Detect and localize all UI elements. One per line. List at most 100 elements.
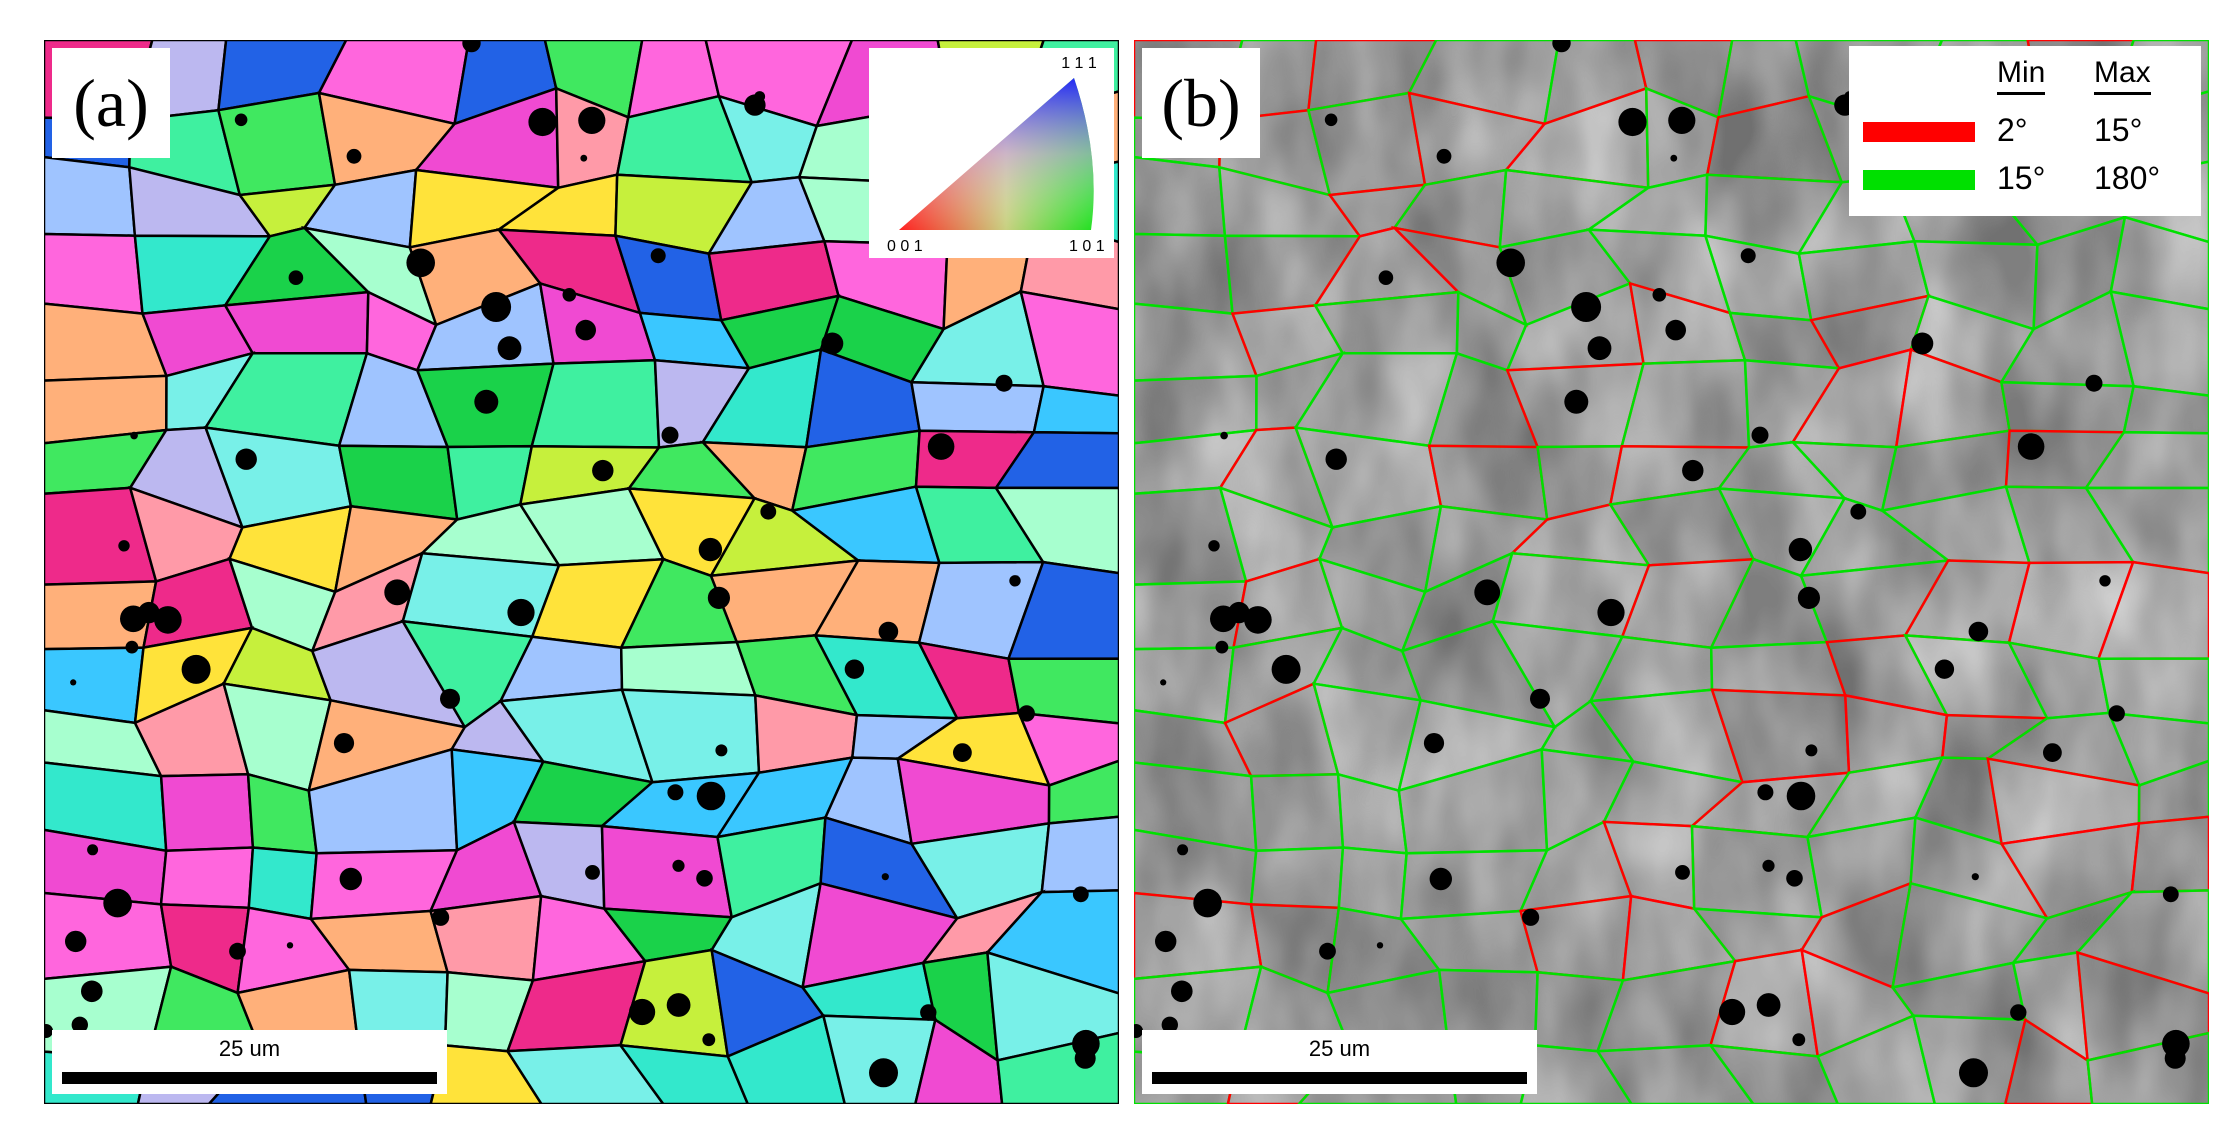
unindexed-spot bbox=[715, 744, 728, 757]
unindexed-spot bbox=[1496, 248, 1525, 278]
unindexed-spot bbox=[1756, 993, 1781, 1017]
grain-boundary bbox=[1595, 1044, 1755, 1104]
unindexed-spot bbox=[1850, 503, 1867, 520]
unindexed-spot bbox=[1665, 319, 1686, 341]
unindexed-spot bbox=[1376, 942, 1384, 949]
unindexed-spot bbox=[580, 154, 588, 162]
unindexed-spot bbox=[497, 336, 522, 361]
unindexed-spot bbox=[1072, 886, 1089, 903]
unindexed-spot bbox=[432, 908, 450, 926]
grain bbox=[44, 155, 137, 237]
grain bbox=[247, 846, 318, 921]
unindexed-spot bbox=[1564, 389, 1589, 414]
unindexed-spot bbox=[754, 91, 766, 102]
grain-boundary bbox=[1816, 1013, 1937, 1104]
grain-boundary bbox=[1306, 91, 1427, 197]
grain-boundary bbox=[1709, 640, 1848, 697]
unindexed-spot bbox=[1319, 942, 1336, 960]
unindexed-spot bbox=[462, 40, 481, 53]
unindexed-spot bbox=[1474, 579, 1501, 606]
unindexed-spot bbox=[1325, 448, 1347, 470]
grain-boundary bbox=[2083, 431, 2209, 490]
grain bbox=[505, 1044, 665, 1104]
unindexed-spot bbox=[2010, 1004, 2027, 1021]
unindexed-spot bbox=[1682, 459, 1704, 482]
scale-bar-b: 25 um bbox=[1142, 1030, 1537, 1094]
unindexed-spot bbox=[1177, 844, 1189, 856]
grain-boundary bbox=[1620, 358, 1751, 449]
unindexed-spot bbox=[2099, 575, 2111, 587]
unindexed-spot bbox=[1911, 332, 1934, 355]
unindexed-spot bbox=[672, 859, 685, 872]
grain bbox=[1006, 560, 1119, 660]
unindexed-spot bbox=[661, 426, 679, 444]
unindexed-spot bbox=[1009, 575, 1021, 587]
unindexed-spot bbox=[629, 998, 656, 1026]
unindexed-spot bbox=[1530, 688, 1550, 709]
grain-boundary bbox=[2107, 711, 2209, 787]
grain-boundary bbox=[1337, 846, 1408, 921]
grain-boundary bbox=[1249, 773, 1345, 853]
legend-high-min: 15° bbox=[1997, 160, 2046, 196]
unindexed-spot bbox=[2017, 433, 2045, 460]
unindexed-spot bbox=[667, 784, 684, 801]
unindexed-spot bbox=[995, 374, 1013, 392]
grain-boundary-map-panel: (b) Min Max 2° 15° 15° 180° 25 um bbox=[1134, 40, 2209, 1104]
unindexed-spot bbox=[1429, 867, 1452, 891]
unindexed-spot bbox=[406, 248, 436, 278]
unindexed-spot bbox=[1208, 540, 1220, 552]
unindexed-spot bbox=[707, 586, 731, 610]
grain-boundary bbox=[1519, 894, 1633, 982]
unindexed-spot bbox=[585, 865, 600, 880]
unindexed-spot bbox=[1171, 980, 1193, 1003]
unindexed-spot bbox=[1786, 781, 1816, 811]
unindexed-spot bbox=[103, 888, 132, 918]
unindexed-spot bbox=[1271, 654, 1301, 684]
scale-bar-a: 25 um bbox=[52, 1030, 447, 1094]
grain bbox=[600, 824, 734, 919]
unindexed-spot bbox=[1160, 679, 1167, 686]
legend-header-max: Max bbox=[2094, 56, 2151, 95]
unindexed-spot bbox=[1597, 598, 1625, 627]
grain bbox=[909, 380, 1046, 434]
ipf-label-001: 0 0 1 bbox=[887, 238, 923, 255]
boundary-legend: Min Max 2° 15° 15° 180° bbox=[1849, 46, 2201, 216]
unindexed-spot bbox=[1215, 640, 1229, 654]
scale-bar-label-a: 25 um bbox=[218, 1036, 281, 1061]
unindexed-spot bbox=[118, 540, 130, 552]
unindexed-spot bbox=[1587, 336, 1612, 361]
unindexed-spot bbox=[384, 579, 411, 606]
scale-bar-line-a bbox=[62, 1072, 437, 1084]
unindexed-spot bbox=[1220, 431, 1228, 440]
grain-boundary bbox=[2083, 486, 2209, 575]
grain bbox=[726, 1013, 847, 1104]
unindexed-spot bbox=[953, 743, 972, 762]
unindexed-spot bbox=[2085, 374, 2103, 392]
unindexed-spot bbox=[1762, 859, 1775, 872]
scale-bar-label-b: 25 um bbox=[1308, 1036, 1371, 1061]
unindexed-spot bbox=[1786, 870, 1803, 887]
unindexed-spot bbox=[1018, 705, 1035, 722]
unindexed-spot bbox=[181, 654, 211, 684]
unindexed-spot bbox=[1436, 148, 1452, 164]
unindexed-spot bbox=[1134, 1024, 1143, 1038]
unindexed-spot bbox=[881, 873, 889, 881]
grain bbox=[44, 232, 144, 315]
legend-low-min: 2° bbox=[1997, 112, 2028, 148]
unindexed-spot bbox=[1668, 106, 1696, 134]
unindexed-spot bbox=[1378, 270, 1394, 285]
grain-boundary bbox=[1134, 155, 1227, 237]
unindexed-spot bbox=[1934, 659, 1955, 679]
unindexed-spot bbox=[235, 448, 257, 470]
unindexed-spot bbox=[528, 107, 557, 137]
scale-bar-line-b bbox=[1152, 1072, 1527, 1084]
unindexed-spot bbox=[562, 288, 577, 302]
unindexed-spot bbox=[592, 459, 614, 482]
unindexed-spot bbox=[702, 1033, 716, 1047]
grain-boundary-map bbox=[1134, 40, 2209, 1104]
unindexed-spot bbox=[286, 942, 294, 949]
unindexed-spot bbox=[1244, 606, 1272, 634]
unindexed-spot bbox=[1155, 930, 1177, 953]
grain bbox=[619, 640, 758, 697]
grain-boundary bbox=[1690, 824, 1824, 919]
